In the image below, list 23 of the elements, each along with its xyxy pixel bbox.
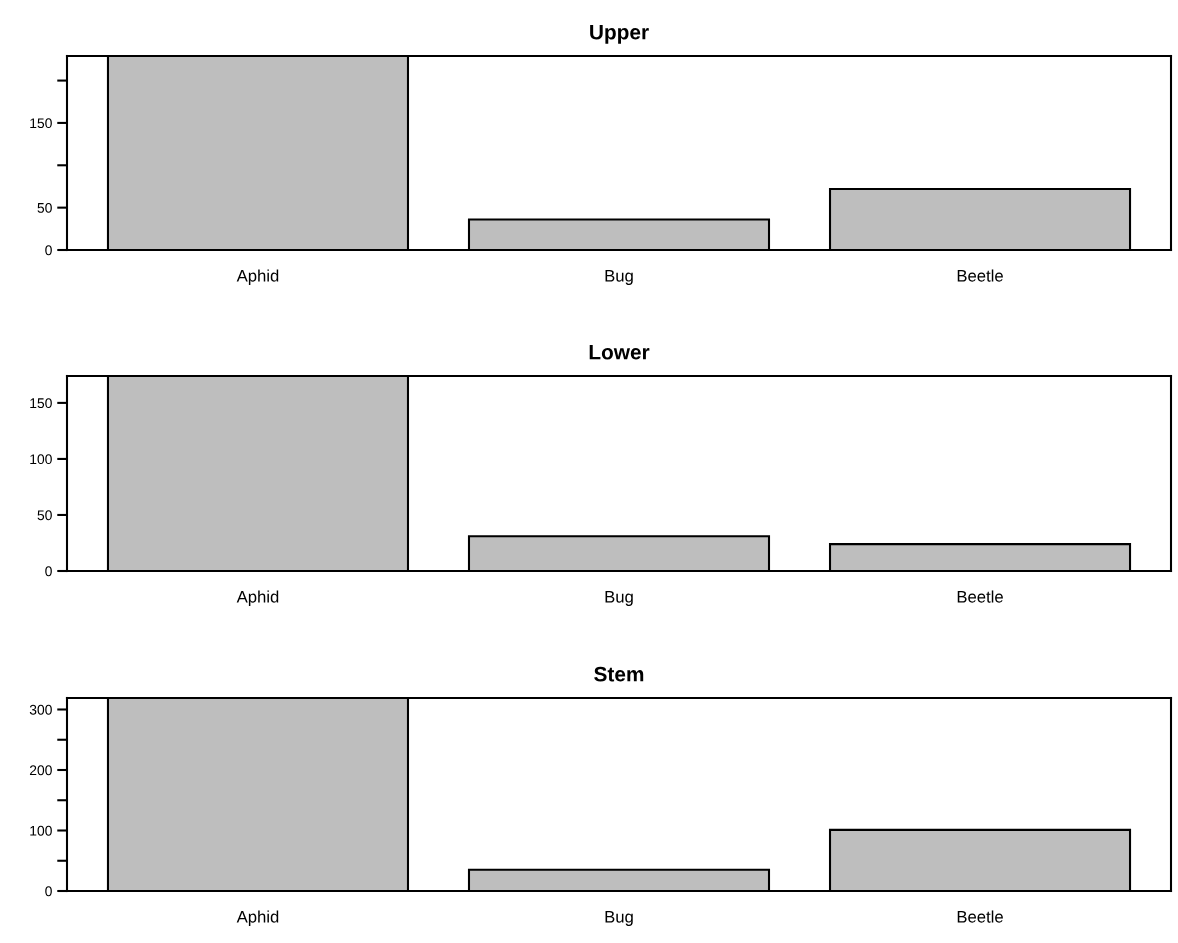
y-tick-label: 100 xyxy=(30,825,52,836)
y-tick-label: 150 xyxy=(30,118,52,129)
y-tick-label: 50 xyxy=(37,510,52,521)
y-tick-label: 100 xyxy=(30,454,52,465)
x-tick-label: Beetle xyxy=(957,910,1003,923)
y-tick-label: 200 xyxy=(29,765,52,776)
x-tick-label: Bug xyxy=(605,911,633,926)
x-tick-label: Bug xyxy=(605,591,633,606)
y-tick-label: 0 xyxy=(45,566,52,577)
x-tick-label: Beetle xyxy=(957,590,1003,603)
y-tick-label: 0 xyxy=(45,245,52,256)
chart-title: Upper xyxy=(590,25,649,44)
chart-title: Stem xyxy=(594,666,644,682)
y-tick-label: 150 xyxy=(30,398,52,409)
x-tick-label: Aphid xyxy=(236,269,279,285)
y-tick-label: 0 xyxy=(45,886,52,897)
x-tick-label: Aphid xyxy=(236,590,279,606)
x-tick-label: Bug xyxy=(605,270,633,285)
y-tick-label: 50 xyxy=(37,202,52,213)
x-tick-label: Beetle xyxy=(957,269,1003,282)
x-tick-label: Aphid xyxy=(236,910,279,926)
y-tick-label: 300 xyxy=(29,704,52,715)
chart-title: Lower xyxy=(589,345,650,360)
